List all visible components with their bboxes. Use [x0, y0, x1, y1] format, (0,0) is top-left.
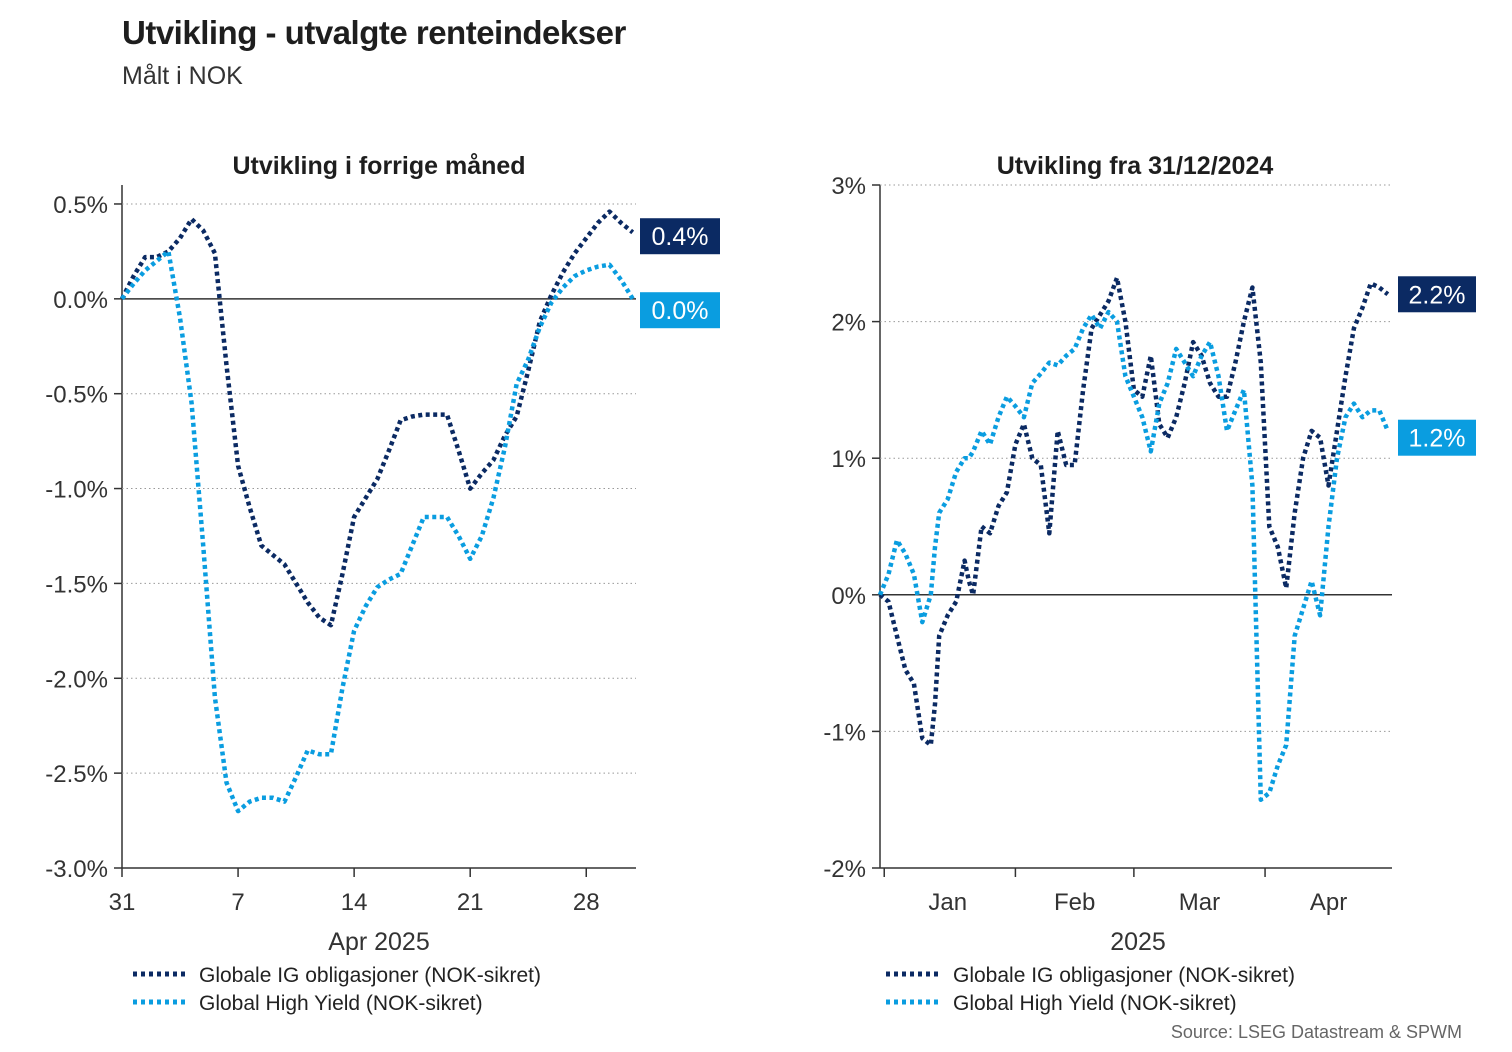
page-subtitle: Målt i NOK: [122, 62, 243, 90]
p1-ytick-label: -1.5%: [45, 571, 108, 598]
panel1-xlabel: Apr 2025: [328, 928, 429, 956]
p1-end-label-ig: 0.4%: [652, 223, 709, 251]
p1-xtick-label: 21: [457, 889, 484, 916]
p2-ytick-label: 0%: [831, 583, 866, 610]
p1-xtick-label: 14: [341, 889, 368, 916]
panel1-legend-hy-label: Global High Yield (NOK-sikret): [199, 992, 483, 1015]
p1-xtick-label: 31: [109, 889, 136, 916]
panel2-legend-hy-label: Global High Yield (NOK-sikret): [953, 992, 1237, 1015]
p2-ytick-label: -2%: [823, 856, 866, 883]
page-title: Utvikling - utvalgte renteindekser: [122, 14, 626, 51]
panel2-legend: Globale IG obligasjoner (NOK-sikret) Glo…: [886, 964, 1295, 1015]
panel2-legend-ig-label: Globale IG obligasjoner (NOK-sikret): [953, 964, 1295, 987]
p1-xtick-label: 7: [231, 889, 244, 916]
p1-end-label-hy: 0.0%: [652, 297, 709, 325]
p1-ytick-label: 0.5%: [53, 192, 108, 219]
panel1-legend-ig-label: Globale IG obligasjoner (NOK-sikret): [199, 964, 541, 987]
p2-ytick-label: -1%: [823, 719, 866, 746]
source-note: Source: LSEG Datastream & SPWM: [1170, 1022, 1462, 1042]
p1-ytick-label: -2.5%: [45, 761, 108, 788]
p2-month-label: Apr: [1310, 889, 1347, 916]
p1-ytick-label: -3.0%: [45, 856, 108, 883]
p2-end-label-ig: 2.2%: [1409, 281, 1466, 309]
p1-xtick-label: 28: [573, 889, 600, 916]
panel1-title: Utvikling i forrige måned: [232, 152, 525, 180]
p1-ytick-label: 0.0%: [53, 287, 108, 314]
p2-month-label: Mar: [1179, 889, 1220, 916]
p1-ytick-label: -0.5%: [45, 382, 108, 409]
p2-series-ig-line: [878, 275, 1390, 748]
p1-end-label-ig-box: [640, 218, 720, 255]
p2-end-label-hy-box: [1398, 419, 1476, 456]
p2-month-label: Jan: [928, 889, 967, 916]
panel2-xlabel: 2025: [1110, 928, 1166, 956]
panel2-title: Utvikling fra 31/12/2024: [997, 152, 1274, 180]
p2-ytick-label: 3%: [831, 173, 866, 200]
p2-ytick-label: 1%: [831, 446, 866, 473]
panel1-legend: Globale IG obligasjoner (NOK-sikret) Glo…: [133, 964, 541, 1015]
p1-series-hy-line: [120, 249, 635, 814]
p1-ytick-label: -1.0%: [45, 477, 108, 504]
p2-end-label-hy: 1.2%: [1409, 425, 1466, 453]
p1-series-ig-line: [119, 209, 635, 628]
p2-ytick-label: 2%: [831, 310, 866, 337]
p2-series-hy-line: [877, 309, 1390, 802]
p2-month-label: Feb: [1054, 889, 1095, 916]
p2-end-label-ig-box: [1398, 276, 1476, 313]
p1-end-label-hy-box: [640, 292, 720, 329]
p1-ytick-label: -2.0%: [45, 666, 108, 693]
